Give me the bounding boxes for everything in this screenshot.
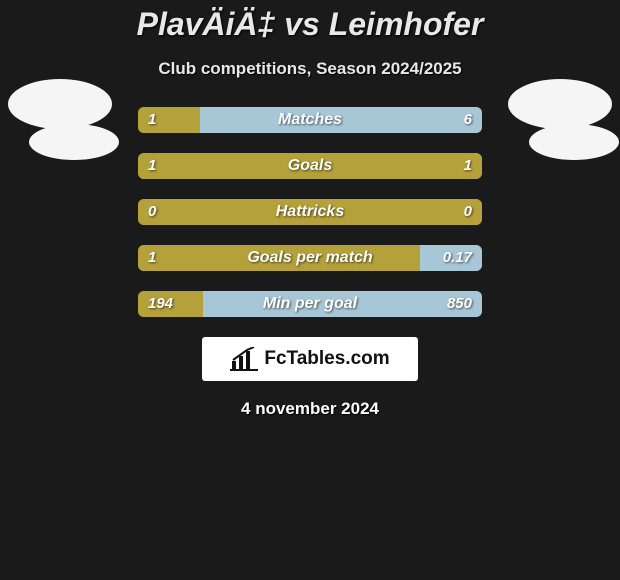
stat-row: Goals per match1 0.17	[138, 245, 482, 271]
stats-bars: Matches16Goals11Hattricks00Goals per mat…	[138, 107, 482, 317]
stat-label: Hattricks	[138, 199, 482, 225]
avatar-left	[8, 79, 112, 129]
bar-chart-icon	[230, 347, 258, 371]
logo-text: FcTables.com	[264, 348, 389, 370]
stat-value-right: 1	[464, 153, 472, 179]
stat-row: Min per goal194 850	[138, 291, 482, 317]
fctables-logo: FcTables.com	[202, 337, 418, 381]
stat-label: Goals per match	[138, 245, 482, 271]
stat-value-left: 1	[148, 245, 156, 271]
stat-row: Goals1 1	[138, 153, 482, 179]
stat-value-left: 0	[148, 199, 156, 225]
date-text: 4 november 2024	[0, 399, 620, 419]
stat-value-right: 0	[464, 199, 472, 225]
subtitle: Club competitions, Season 2024/2025	[0, 59, 620, 79]
stat-row: Hattricks0 0	[138, 199, 482, 225]
avatar-right	[508, 79, 612, 129]
stat-row: Matches1 6	[138, 107, 482, 133]
stat-value-left: 194	[148, 291, 173, 317]
stat-label: Goals	[138, 153, 482, 179]
stat-value-right: 0.17	[443, 245, 472, 271]
stat-label: Min per goal	[138, 291, 482, 317]
stat-value-right: 850	[447, 291, 472, 317]
stat-value-right: 6	[464, 107, 472, 133]
stat-value-left: 1	[148, 153, 156, 179]
stat-label: Matches	[138, 107, 482, 133]
stat-value-left: 1	[148, 107, 156, 133]
page-title: PlavÄiÄ‡ vs Leimhofer	[0, 0, 620, 43]
